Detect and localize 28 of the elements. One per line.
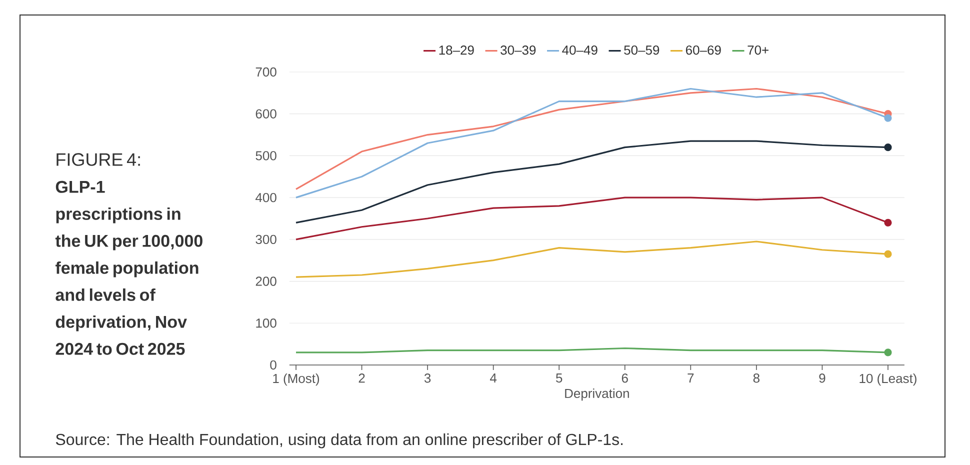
source-note: Source: The Health Foundation, using data from an online prescriber of GLP-1s.: [56, 433, 623, 448]
legend-label: 30–39: [500, 45, 536, 55]
legend-label: 50–59: [624, 45, 660, 55]
x-axis-title: Deprivation: [565, 388, 629, 401]
x-tick-label: 5: [556, 374, 562, 383]
y-tick-label: 400: [256, 192, 276, 202]
x-tick-label: 4: [490, 374, 497, 382]
x-tick-label: 9: [819, 374, 826, 383]
y-tick-label: 300: [256, 234, 276, 244]
legend-label: 18–29: [439, 45, 474, 55]
text: GLP-1 prescriptions in the UK per 100,000 female population and levels of deprivation, Nov 2024 to Oct 2025: [55, 180, 202, 355]
x-tick-label: 3: [424, 374, 431, 383]
y-tick-label: 700: [256, 67, 276, 77]
legend-label: 60–69: [686, 45, 721, 55]
x-tick-label: 7: [688, 374, 694, 382]
x-tick-label: 8: [753, 374, 760, 383]
y-tick-label: 100: [256, 318, 276, 328]
x-tick-label: 6: [622, 374, 628, 383]
x-tick-label: 10 (Least): [860, 374, 916, 386]
x-tick-label: 2: [358, 374, 365, 383]
text: FIGURE 4:: [56, 153, 140, 166]
x-tick-label: 1 (Most): [273, 374, 320, 386]
y-tick-label: 200: [256, 276, 276, 286]
y-tick-label: 600: [256, 109, 276, 118]
y-tick-label: 0: [270, 360, 276, 370]
legend-label: 40–49: [562, 45, 598, 55]
legend-label: 70+: [748, 45, 768, 55]
y-tick-label: 500: [256, 151, 276, 160]
